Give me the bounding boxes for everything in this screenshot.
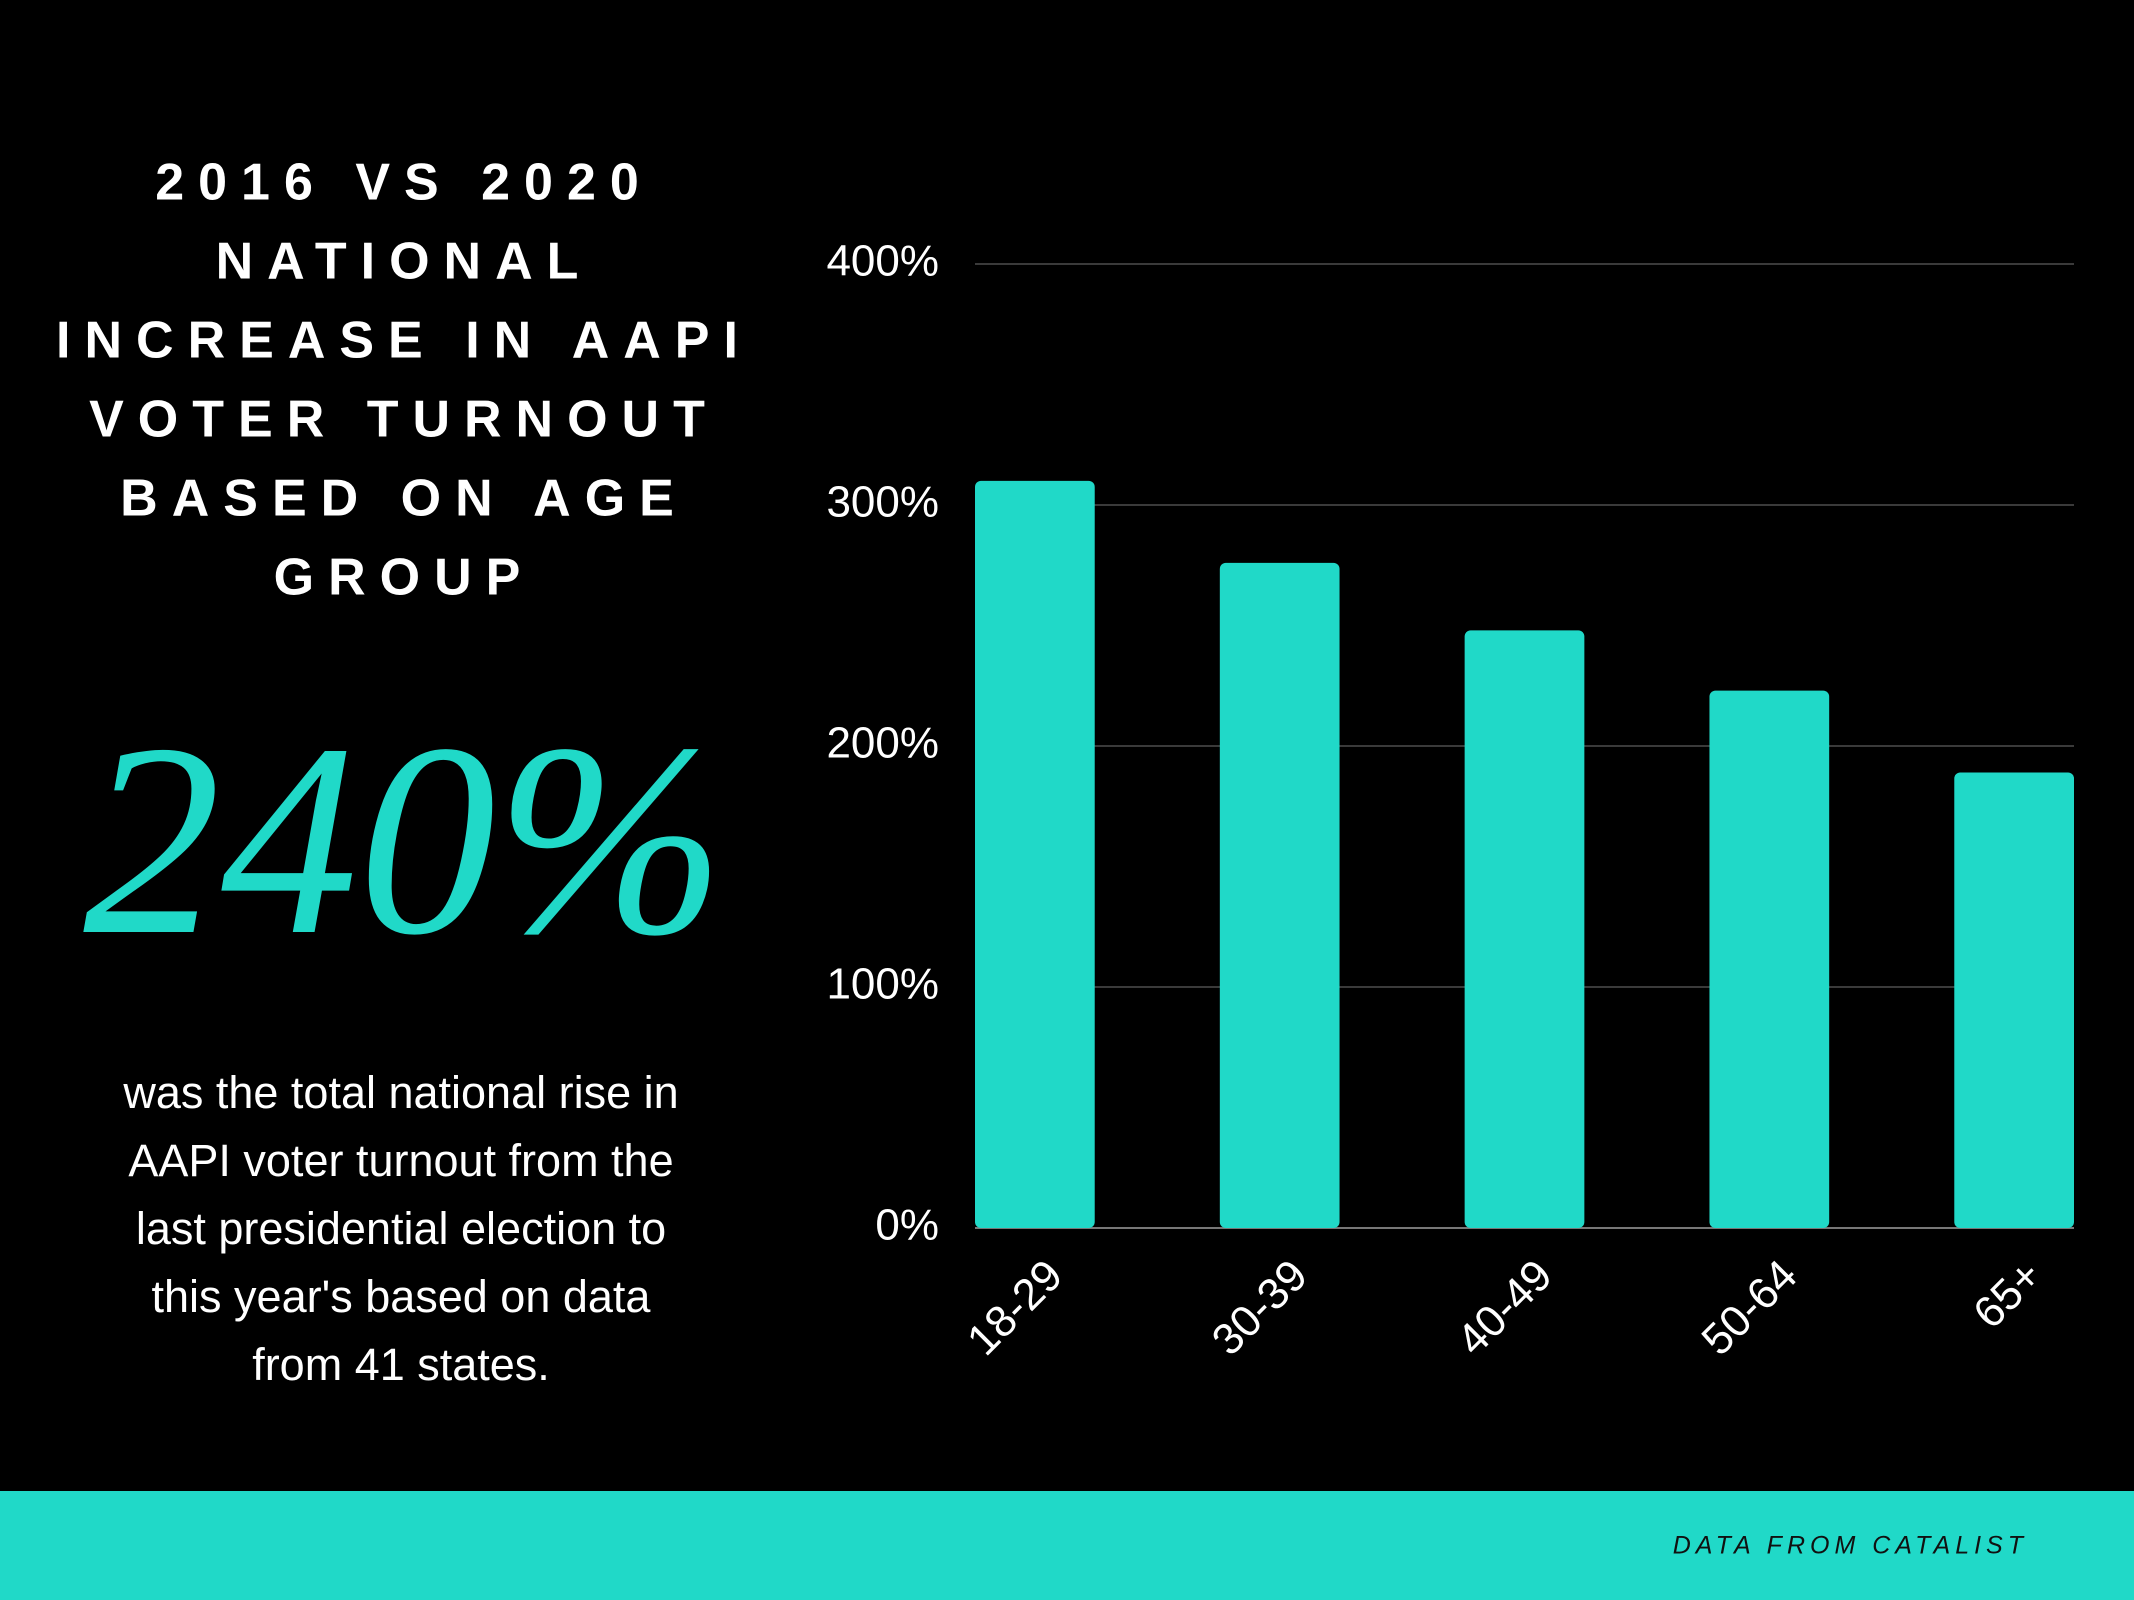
highlight-number: 240%	[83, 688, 725, 992]
bar	[1954, 772, 2074, 1228]
y-tick-label: 100%	[826, 960, 939, 1009]
description-line: last presidential election to	[136, 1203, 666, 1254]
description-line: AAPI voter turnout from the	[128, 1135, 673, 1186]
title-line: GROUP	[274, 549, 535, 607]
title-line: INCREASE IN AAPI	[56, 312, 752, 370]
description-line: this year's based on data	[152, 1271, 652, 1322]
title-line: NATIONAL	[216, 233, 593, 291]
y-tick-label: 300%	[826, 478, 939, 527]
description-line: was the total national rise in	[122, 1067, 678, 1118]
footer-band	[0, 1491, 2134, 1600]
footer-source: DATA FROM CATALIST	[1673, 1532, 2028, 1560]
bar	[1709, 690, 1830, 1228]
description-line: from 41 states.	[252, 1339, 550, 1390]
title-line: 2016 VS 2020	[155, 154, 653, 212]
title-line: VOTER TURNOUT	[89, 391, 719, 449]
title-line: BASED ON AGE	[120, 470, 688, 528]
bar	[1464, 630, 1585, 1228]
y-tick-label: 200%	[826, 719, 939, 768]
y-tick-label: 0%	[875, 1201, 939, 1250]
bar	[975, 480, 1095, 1228]
y-tick-label: 400%	[826, 237, 939, 286]
bar	[1219, 562, 1340, 1228]
